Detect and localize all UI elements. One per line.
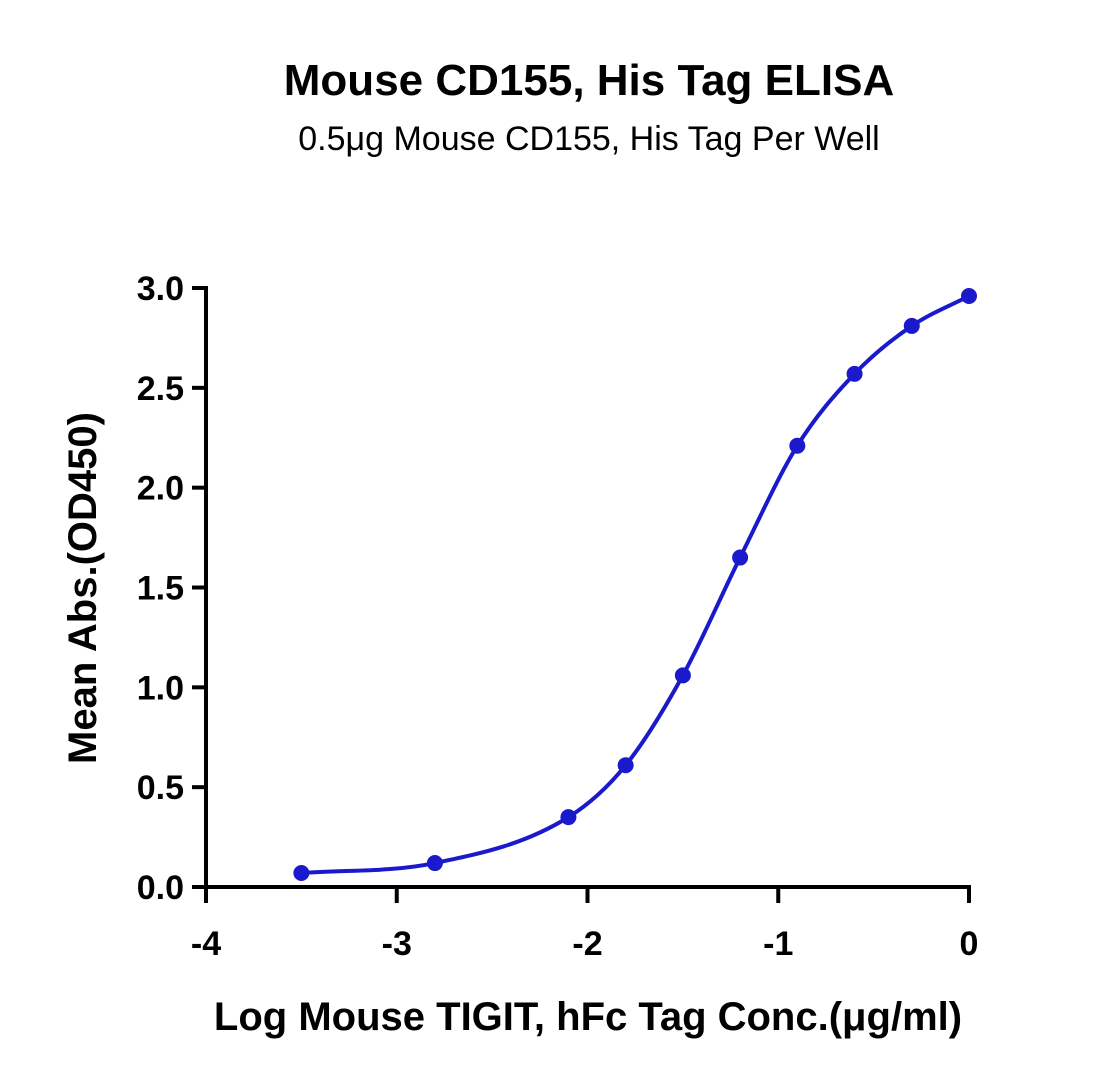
y-tick-label: 3.0 bbox=[137, 270, 184, 308]
x-axis-label: Log Mouse TIGIT, hFc Tag Conc.(μg/ml) bbox=[214, 995, 962, 1039]
y-tick-label: 0.0 bbox=[137, 869, 184, 907]
data-point bbox=[846, 365, 863, 382]
y-axis-label: Mean Abs.(OD450) bbox=[61, 412, 105, 764]
series-line bbox=[299, 293, 971, 876]
x-tick-label: 0 bbox=[960, 925, 979, 963]
data-point bbox=[560, 809, 577, 826]
data-point bbox=[674, 667, 691, 684]
data-point bbox=[789, 437, 806, 454]
x-tick-label: -3 bbox=[382, 925, 412, 963]
data-point bbox=[617, 757, 634, 774]
y-tick-label: 0.5 bbox=[137, 769, 184, 807]
y-tick-label: 1.0 bbox=[137, 669, 184, 707]
data-point bbox=[293, 865, 310, 882]
y-tick-label: 1.5 bbox=[137, 570, 184, 608]
y-tick-label: 2.0 bbox=[137, 470, 184, 508]
y-tick-label: 2.5 bbox=[137, 370, 184, 408]
data-point bbox=[426, 855, 443, 872]
chart-title: Mouse CD155, His Tag ELISA bbox=[284, 56, 894, 105]
plot-area: 0.0 0.5 1.0 1.5 2.0 2.5 3.0 -4 -3 -2 -1 0 bbox=[137, 270, 979, 963]
data-point bbox=[903, 317, 920, 334]
x-tick-label: -2 bbox=[572, 925, 602, 963]
data-point bbox=[732, 549, 749, 566]
x-tick-label: -4 bbox=[191, 925, 221, 963]
data-point bbox=[961, 287, 977, 304]
x-tick-label: -1 bbox=[763, 925, 793, 963]
chart-subtitle: 0.5μg Mouse CD155, His Tag Per Well bbox=[298, 120, 880, 158]
